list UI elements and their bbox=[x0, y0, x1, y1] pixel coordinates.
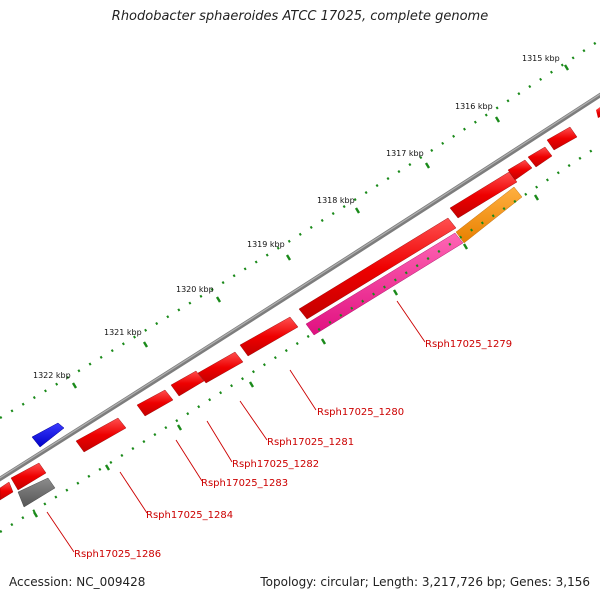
footer-accession: Accession: NC_009428 bbox=[9, 575, 146, 589]
ruler-label-1316: 1316 kbp bbox=[455, 102, 493, 111]
outer-ruler-track bbox=[0, 39, 600, 420]
gene-rsph17025-1283[interactable] bbox=[136, 389, 174, 417]
ruler-label-1318: 1318 kbp bbox=[317, 196, 355, 205]
ruler-tick-1318 bbox=[354, 207, 361, 214]
ruler-label-1315: 1315 kbp bbox=[522, 54, 560, 63]
outer-ruler-major-ticks bbox=[71, 64, 570, 389]
gene-small-2[interactable] bbox=[527, 146, 553, 168]
gene-orange[interactable] bbox=[455, 186, 523, 244]
gene-arrow-right-edge[interactable] bbox=[596, 107, 600, 118]
gene-label-1282[interactable]: Rsph17025_1282 bbox=[232, 459, 319, 470]
genome-backbone bbox=[0, 92, 600, 482]
gene-label-leaders bbox=[46, 300, 426, 553]
ruler-tick-1321 bbox=[142, 341, 149, 348]
gene-label-1284[interactable]: Rsph17025_1284 bbox=[146, 510, 233, 521]
gene-label-1280[interactable]: Rsph17025_1280 bbox=[317, 407, 404, 418]
gene-label-1281[interactable]: Rsph17025_1281 bbox=[267, 437, 354, 448]
footer-summary: Topology: circular; Length: 3,217,726 bp… bbox=[260, 575, 590, 589]
forward-strand bbox=[31, 107, 600, 448]
ruler-tick-1319 bbox=[285, 254, 292, 261]
gene-rsph17025-1279[interactable] bbox=[305, 232, 464, 336]
gene-rsph17025-1286-left[interactable] bbox=[0, 481, 14, 501]
ruler-label-1322: 1322 kbp bbox=[33, 371, 71, 380]
gene-label-1283[interactable]: Rsph17025_1283 bbox=[201, 478, 288, 489]
ruler-tick-1320 bbox=[215, 296, 222, 303]
gene-arrow-blue[interactable] bbox=[31, 422, 65, 448]
ruler-label-1321: 1321 kbp bbox=[104, 328, 142, 337]
gene-rsph17025-1284[interactable] bbox=[75, 417, 127, 453]
ruler-tick-1322 bbox=[71, 382, 78, 389]
ruler-tick-1316 bbox=[494, 116, 501, 123]
gene-small-1[interactable] bbox=[507, 159, 533, 181]
gene-rsph17025-1286-block[interactable] bbox=[10, 462, 47, 491]
ruler-tick-1317 bbox=[424, 162, 431, 169]
feature-track bbox=[17, 186, 523, 508]
inner-ruler-major-ticks bbox=[32, 194, 540, 518]
reverse-strand bbox=[0, 126, 578, 501]
gene-rsph17025-1283b[interactable] bbox=[170, 370, 205, 397]
gene-small-3[interactable] bbox=[546, 126, 578, 151]
ruler-label-1317: 1317 kbp bbox=[386, 149, 424, 158]
ruler-label-1319: 1319 kbp bbox=[247, 240, 285, 249]
map-title: Rhodobacter sphaeroides ATCC 17025, comp… bbox=[111, 9, 489, 24]
gene-large-1[interactable] bbox=[449, 171, 518, 219]
gene-gray[interactable] bbox=[17, 477, 56, 508]
gene-rsph17025-1280[interactable] bbox=[298, 217, 457, 320]
gene-rsph17025-1281[interactable] bbox=[239, 316, 299, 357]
gene-label-1279[interactable]: Rsph17025_1279 bbox=[425, 339, 512, 350]
ruler-label-1320: 1320 kbp bbox=[176, 285, 214, 294]
gene-label-1286[interactable]: Rsph17025_1286 bbox=[74, 549, 161, 560]
ruler-tick-1315 bbox=[563, 64, 570, 71]
inner-ruler-track bbox=[0, 144, 600, 534]
gene-rsph17025-1282[interactable] bbox=[197, 351, 244, 384]
